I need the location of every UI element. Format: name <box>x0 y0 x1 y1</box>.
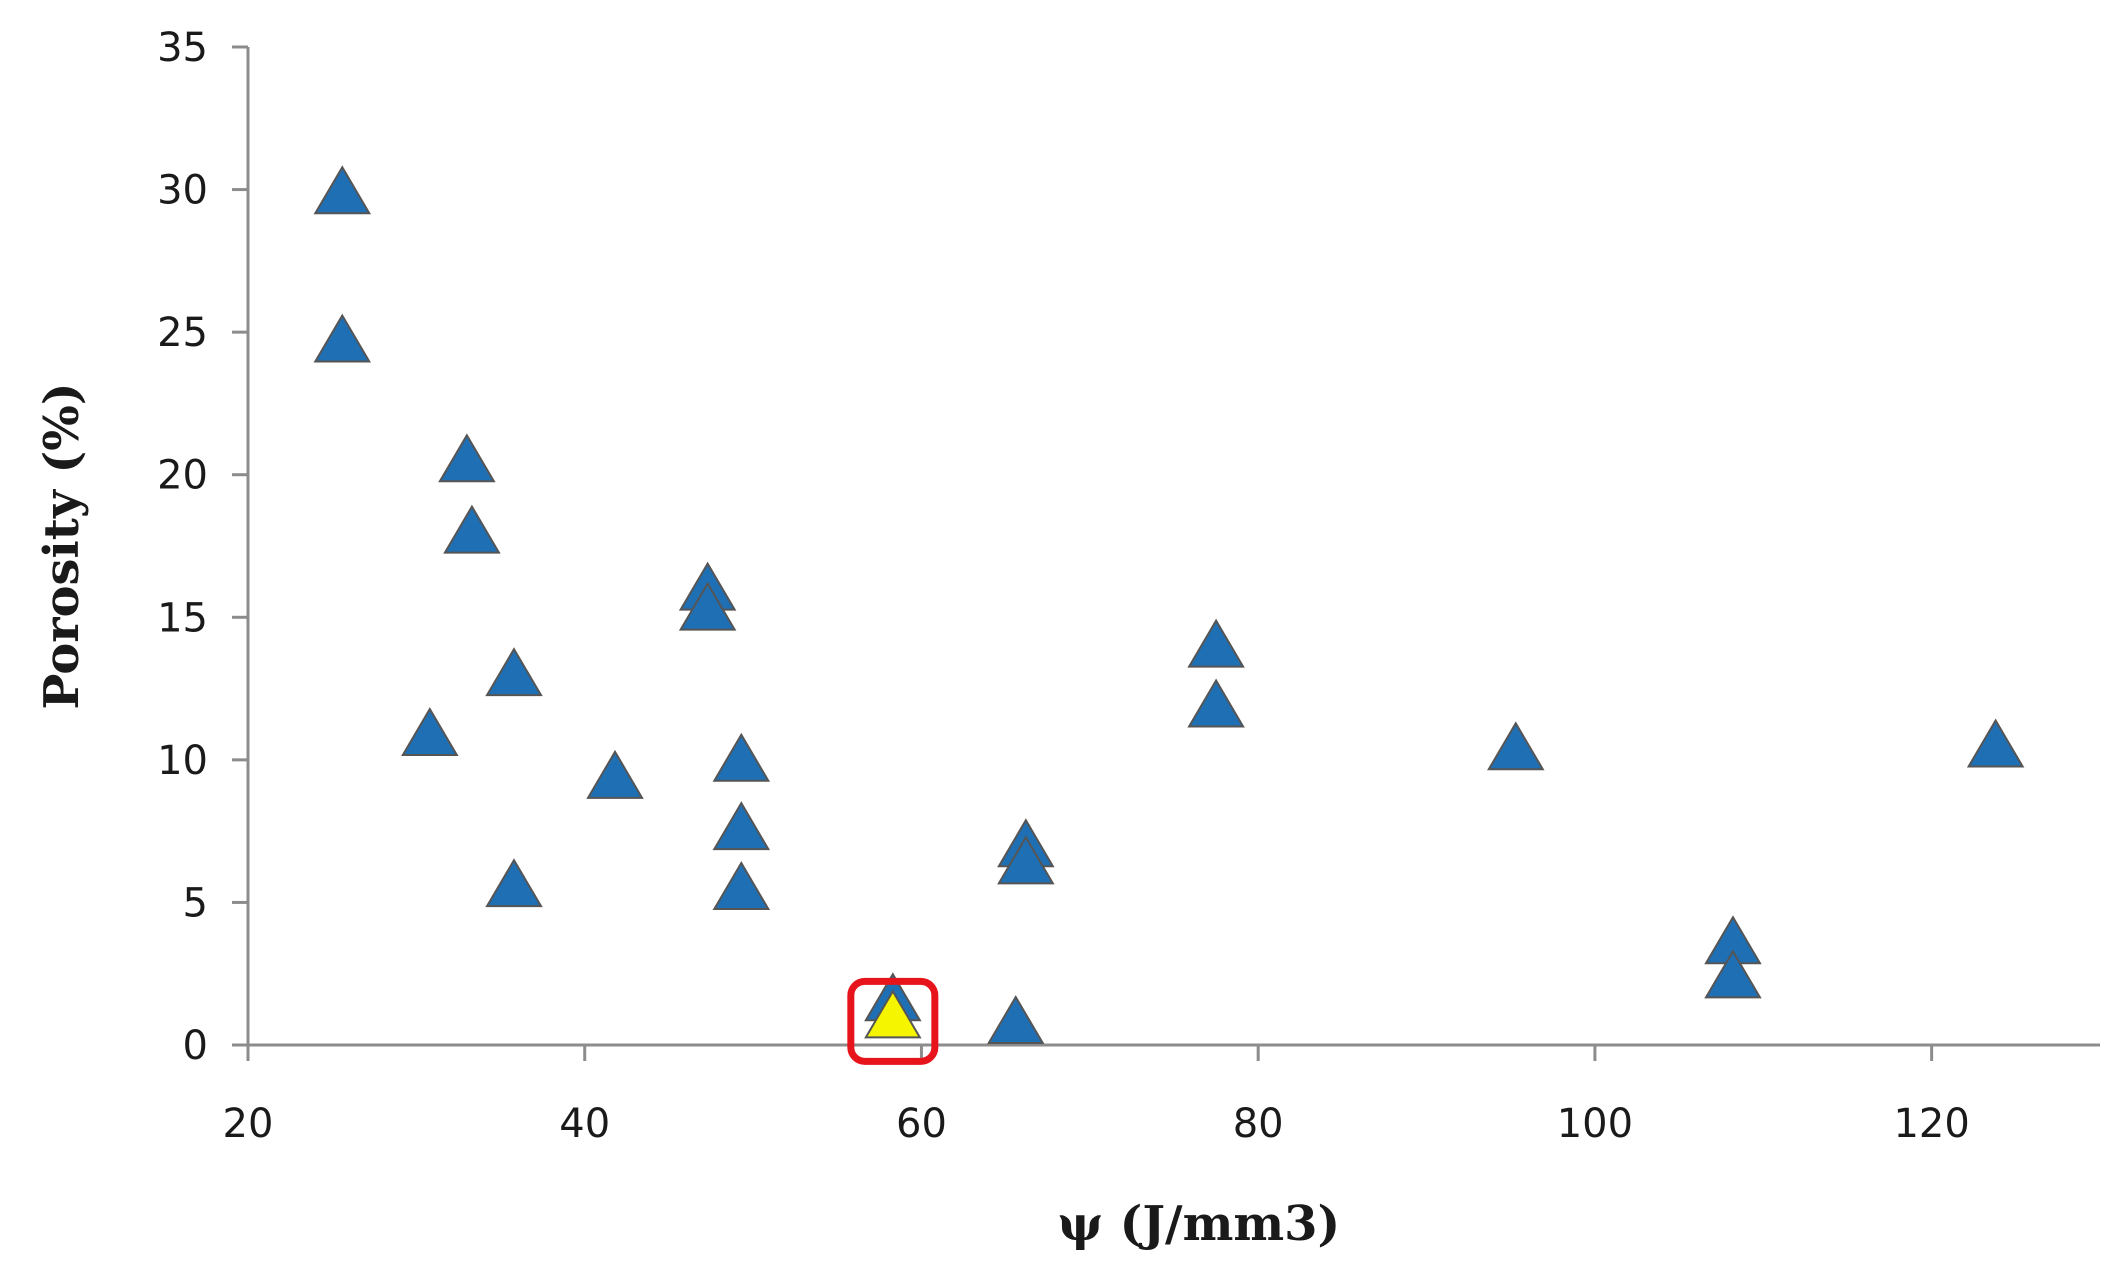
data-point <box>401 707 459 757</box>
data-point <box>712 732 771 782</box>
y-tick-label: 5 <box>183 880 208 926</box>
data-point <box>678 581 737 631</box>
x-tick-label: 60 <box>896 1101 947 1147</box>
data-point <box>485 858 543 908</box>
x-tick-label: 120 <box>1893 1101 1969 1147</box>
data-point <box>1704 949 1762 999</box>
y-tick-label: 25 <box>157 310 208 356</box>
x-tick-label: 40 <box>559 1101 610 1147</box>
x-axis-title: ψ (J/mm3) <box>1058 1196 1341 1252</box>
data-point <box>712 801 771 851</box>
x-tick-label: 80 <box>1233 1101 1284 1147</box>
data-point <box>986 995 1045 1045</box>
data-point <box>712 861 771 911</box>
y-tick-label: 20 <box>157 453 208 499</box>
highlight-box <box>847 977 939 1065</box>
highlight-group <box>847 977 939 1065</box>
data-point <box>1487 721 1545 771</box>
data-point <box>1966 718 2025 768</box>
y-tick-label: 35 <box>157 25 208 71</box>
x-tick-label: 100 <box>1557 1101 1633 1147</box>
y-tick-label: 10 <box>157 738 208 784</box>
y-tick-label: 30 <box>157 168 208 214</box>
y-axis-ticks: 0 5 10 15 20 25 30 35 <box>157 25 248 1069</box>
data-point <box>485 647 543 697</box>
data-point <box>313 313 372 363</box>
data-point <box>586 749 644 799</box>
data-point <box>997 835 1055 885</box>
axes: 0 5 10 15 20 25 30 35 20 40 60 80 100 120 <box>157 25 2100 1147</box>
data-point <box>438 433 496 483</box>
y-tick-label: 0 <box>183 1023 208 1069</box>
y-axis-title: Porosity (%) <box>34 382 90 709</box>
highlighted-data-point <box>864 989 922 1039</box>
data-point <box>1187 618 1245 668</box>
x-tick-label: 20 <box>223 1101 274 1147</box>
data-point <box>313 165 372 215</box>
data-point <box>443 504 501 554</box>
data-points <box>313 165 2025 1045</box>
x-axis-ticks: 20 40 60 80 100 120 <box>223 1045 1970 1147</box>
y-tick-label: 15 <box>157 595 208 641</box>
data-point <box>1187 678 1245 728</box>
